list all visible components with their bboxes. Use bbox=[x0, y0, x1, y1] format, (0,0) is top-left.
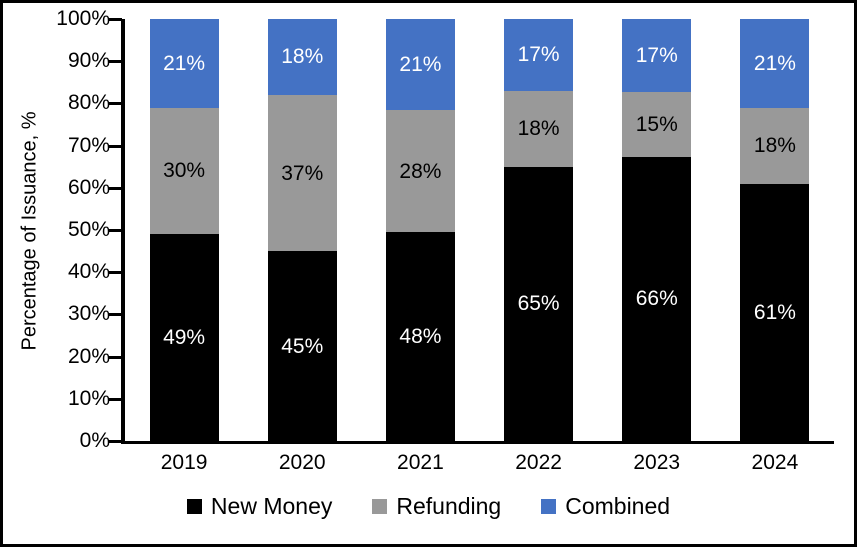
x-axis-labels: 2019 2020 2021 2022 2023 2024 bbox=[125, 451, 834, 477]
bar-segment-combined-2019: 21% bbox=[149, 19, 219, 108]
y-tick-label-80-: 80% bbox=[67, 91, 110, 115]
stacked-bar-2024: 21% 18% 61% bbox=[740, 19, 810, 441]
bar-segment-combined-2020: 18% bbox=[267, 19, 337, 95]
bar-segment-label: 21% bbox=[399, 53, 442, 77]
y-tick-label-60-: 60% bbox=[67, 175, 110, 199]
x-axis-label-2019: 2019 bbox=[160, 451, 208, 474]
bar-segment-new-money-2024: 61% bbox=[740, 183, 810, 441]
y-axis-tick bbox=[109, 440, 122, 443]
bar-segment-label: 61% bbox=[753, 300, 796, 324]
legend-item-new-money: New Money bbox=[186, 492, 333, 520]
stacked-bar-2020: 18% 37% 45% bbox=[267, 19, 337, 441]
y-axis-tick bbox=[109, 102, 122, 106]
legend-label-combined: Combined bbox=[565, 492, 671, 519]
bar-segment-label: 49% bbox=[163, 326, 206, 350]
y-axis-tick bbox=[109, 271, 122, 275]
y-axis-tick bbox=[109, 144, 122, 148]
plot-area: 21% 30% 49% 18% 37% 45% 21% 28% 48% 17% 18% 65% 17% 1… bbox=[109, 18, 834, 444]
bar-segment-new-money-2022: 65% bbox=[504, 166, 574, 441]
bar-segment-refunding-2022: 18% bbox=[504, 90, 574, 167]
bar-slot-2022: 17% 18% 65% bbox=[480, 19, 598, 441]
x-axis-label-2021: 2021 bbox=[397, 451, 444, 474]
y-tick-label-90-: 90% bbox=[67, 49, 110, 73]
bar-slot-2021: 21% 28% 48% bbox=[361, 19, 479, 441]
y-axis-tick bbox=[109, 186, 122, 190]
bar-segment-label: 17% bbox=[635, 44, 678, 68]
y-tick-label-100-: 100% bbox=[56, 7, 110, 30]
y-axis-tick bbox=[109, 313, 122, 317]
legend-item-combined: Combined bbox=[541, 493, 670, 520]
y-tick-label-70-: 70% bbox=[67, 133, 110, 157]
bar-segment-new-money-2019: 49% bbox=[149, 234, 219, 441]
bar-segment-label: 48% bbox=[399, 325, 442, 349]
bar-segment-refunding-2019: 30% bbox=[149, 107, 219, 235]
bar-segment-label: 21% bbox=[753, 51, 796, 75]
bar-slot-2024: 21% 18% 61% bbox=[716, 19, 834, 441]
x-axis-label-2024: 2024 bbox=[751, 451, 799, 474]
bar-segment-label: 18% bbox=[753, 134, 796, 158]
x-axis-label-2022: 2022 bbox=[515, 451, 562, 474]
bar-segment-refunding-2024: 18% bbox=[740, 107, 810, 184]
bar-segment-label: 18% bbox=[517, 117, 560, 141]
bar-segment-refunding-2021: 28% bbox=[385, 110, 455, 233]
x-axis-label-2020: 2020 bbox=[278, 451, 326, 474]
bar-segment-combined-2023: 17% bbox=[622, 19, 692, 93]
bar-segment-combined-2024: 21% bbox=[740, 19, 810, 108]
stacked-bar-2019: 21% 30% 49% bbox=[149, 19, 219, 441]
y-axis-tick bbox=[109, 355, 122, 359]
stacked-bar-2022: 17% 18% 65% bbox=[504, 19, 574, 441]
bar-slot-2023: 17% 15% 66% bbox=[598, 19, 716, 441]
bar-segment-label: 18% bbox=[281, 45, 324, 69]
bar-segment-new-money-2021: 48% bbox=[385, 232, 455, 441]
bar-segment-label: 21% bbox=[163, 51, 206, 75]
legend-swatch-combined-icon bbox=[541, 498, 557, 514]
bar-segment-label: 28% bbox=[399, 159, 442, 183]
bar-slot-2020: 18% 37% 45% bbox=[243, 19, 361, 441]
stacked-bar-2021: 21% 28% 48% bbox=[385, 19, 455, 441]
y-tick-label-30-: 30% bbox=[67, 302, 110, 326]
y-axis-tick-labels: 0% 10% 20% 30% 40% 50% 60% 70% 80% 90% 100% bbox=[3, 7, 110, 452]
legend-item-refunding: Refunding bbox=[372, 493, 501, 520]
bar-segment-combined-2021: 21% bbox=[385, 19, 455, 111]
legend-swatch-new-money-icon bbox=[186, 498, 202, 514]
bar-segment-combined-2022: 17% bbox=[504, 19, 574, 91]
legend: New Money Refunding Combined bbox=[3, 490, 854, 522]
legend-swatch-refunding-icon bbox=[372, 498, 388, 514]
y-axis-line bbox=[121, 19, 125, 444]
y-axis-tick bbox=[109, 18, 122, 21]
bar-segment-label: 15% bbox=[635, 112, 678, 136]
bar-segment-new-money-2023: 66% bbox=[622, 156, 692, 441]
bar-segment-new-money-2020: 45% bbox=[267, 251, 337, 441]
y-tick-label-40-: 40% bbox=[67, 260, 110, 284]
bar-segment-label: 30% bbox=[163, 159, 206, 183]
y-tick-label-10-: 10% bbox=[67, 386, 110, 410]
x-axis-label-2023: 2023 bbox=[633, 451, 681, 474]
y-axis-tick bbox=[109, 229, 122, 232]
y-tick-label-20-: 20% bbox=[67, 344, 110, 368]
y-axis-tick bbox=[109, 397, 122, 401]
bar-segment-label: 17% bbox=[517, 43, 560, 67]
bar-segment-refunding-2020: 37% bbox=[267, 94, 337, 252]
stacked-bar-2023: 17% 15% 66% bbox=[622, 19, 692, 441]
y-tick-label-0-: 0% bbox=[79, 429, 110, 452]
y-tick-label-50-: 50% bbox=[67, 218, 110, 241]
bar-segment-label: 37% bbox=[281, 161, 324, 185]
legend-label-refunding: Refunding bbox=[396, 492, 502, 519]
bar-segment-label: 66% bbox=[635, 287, 678, 311]
bar-segment-label: 45% bbox=[281, 334, 324, 358]
bar-segment-refunding-2023: 15% bbox=[622, 92, 692, 157]
bar-slot-2019: 21% 30% 49% bbox=[125, 19, 243, 441]
legend-label-new-money: New Money bbox=[210, 492, 333, 519]
x-axis-line bbox=[121, 441, 834, 444]
bar-segment-label: 65% bbox=[517, 292, 560, 316]
y-axis-tick bbox=[109, 60, 122, 64]
